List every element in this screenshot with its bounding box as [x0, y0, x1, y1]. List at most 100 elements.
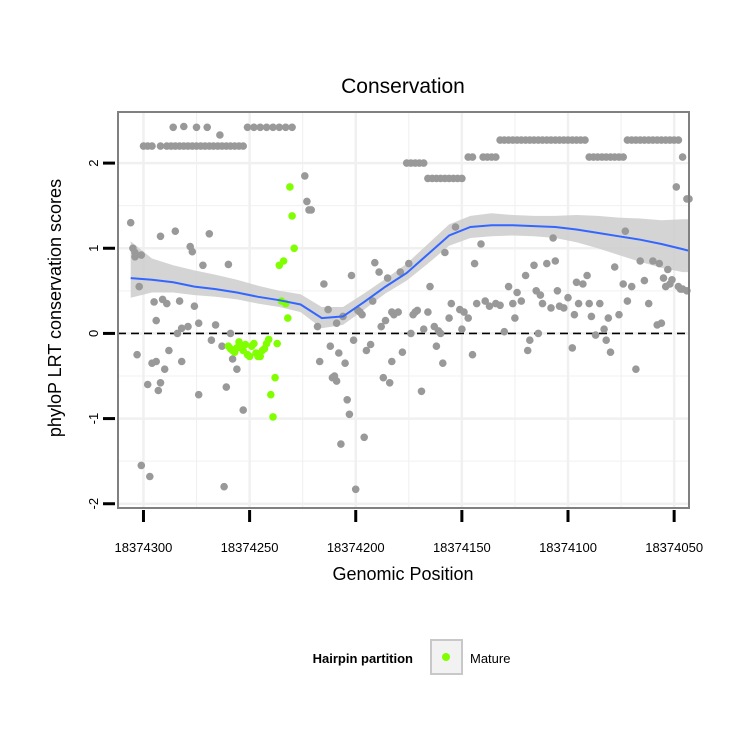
chart-title: Conservation [341, 75, 465, 98]
y-axis-title: phyloP LRT conservation scores [45, 179, 65, 437]
other-point [640, 276, 649, 285]
plot-panel [117, 111, 693, 509]
other-point [133, 350, 141, 359]
other-point [526, 336, 534, 345]
other-point [199, 261, 207, 270]
other-point [377, 322, 386, 331]
other-point [581, 136, 589, 144]
other-point [269, 123, 277, 132]
other-point [281, 123, 290, 132]
other-point [216, 131, 224, 139]
other-point [315, 357, 324, 366]
other-point [371, 258, 379, 267]
other-point [143, 380, 152, 389]
other-point [218, 342, 226, 351]
legend-title: Hairpin partition [313, 651, 413, 666]
other-point [137, 461, 146, 470]
other-point [222, 383, 231, 391]
y-axis: -2 -1 0 1 2 [86, 159, 115, 509]
mature-point [269, 413, 277, 421]
other-point [583, 271, 591, 280]
other-point [163, 299, 171, 308]
panel-border [117, 111, 690, 509]
mature-point [290, 244, 299, 253]
other-point [655, 259, 664, 268]
other-point [239, 142, 247, 150]
other-point [150, 298, 158, 306]
other-point [275, 123, 284, 132]
x-tick-label: 18374150 [433, 540, 491, 555]
other-point [320, 280, 328, 288]
x-axis-title: Genomic Position [332, 564, 473, 584]
x-axis: 18374300 18374250 18374200 18374150 18374100… [115, 510, 703, 555]
other-point [226, 329, 235, 338]
other-point [458, 174, 466, 183]
other-point [464, 314, 473, 322]
other-point [375, 268, 383, 276]
other-point [388, 357, 396, 366]
other-point [165, 346, 173, 355]
other-point [623, 297, 632, 305]
mature-point [273, 339, 282, 348]
other-point [436, 329, 445, 338]
other-point [549, 234, 557, 242]
other-point [335, 349, 343, 357]
other-point [619, 280, 627, 288]
other-point [432, 342, 441, 351]
other-point [326, 342, 335, 351]
legend-label-mature: Mature [470, 651, 510, 666]
mature-point [279, 257, 288, 265]
other-point [324, 305, 332, 314]
mature-point [264, 335, 273, 344]
other-point [288, 123, 296, 132]
other-point [171, 227, 180, 235]
other-point [447, 299, 456, 308]
mature-point [286, 183, 294, 191]
other-point [477, 240, 485, 248]
other-point [439, 359, 447, 368]
other-point [481, 297, 490, 305]
other-point [547, 304, 555, 312]
other-point [345, 410, 354, 419]
other-point [619, 153, 627, 161]
other-point [343, 396, 352, 404]
x-tick-label: 18374100 [539, 540, 597, 555]
x-tick-label: 18374050 [645, 540, 703, 555]
x-tick-label: 18374250 [221, 540, 279, 555]
other-point [664, 265, 672, 274]
other-point [445, 314, 453, 322]
other-point [405, 259, 413, 268]
other-point [156, 232, 165, 241]
other-point [560, 304, 568, 312]
other-point [184, 322, 192, 331]
other-point [239, 406, 247, 414]
other-point [233, 365, 241, 374]
other-point [177, 324, 186, 333]
other-point [156, 379, 165, 387]
other-point [668, 276, 676, 284]
other-point [131, 248, 139, 257]
legend-key-mature-marker [442, 653, 450, 661]
other-point [332, 377, 341, 385]
other-point [156, 142, 165, 150]
other-point [349, 336, 358, 345]
other-point [538, 299, 547, 308]
y-tick-label: 2 [86, 159, 101, 166]
y-tick-label: 1 [86, 245, 101, 252]
other-point [192, 123, 201, 132]
mature-point [271, 373, 279, 382]
other-point [152, 316, 160, 325]
other-point [383, 274, 392, 282]
other-point [657, 319, 666, 328]
other-point [152, 357, 160, 366]
other-point [419, 159, 428, 167]
other-point [301, 172, 309, 180]
other-point [417, 387, 426, 396]
other-point [347, 271, 356, 280]
other-point [672, 183, 681, 191]
other-point [177, 357, 186, 366]
other-point [379, 373, 388, 382]
other-point [451, 223, 460, 231]
other-point [358, 310, 366, 319]
